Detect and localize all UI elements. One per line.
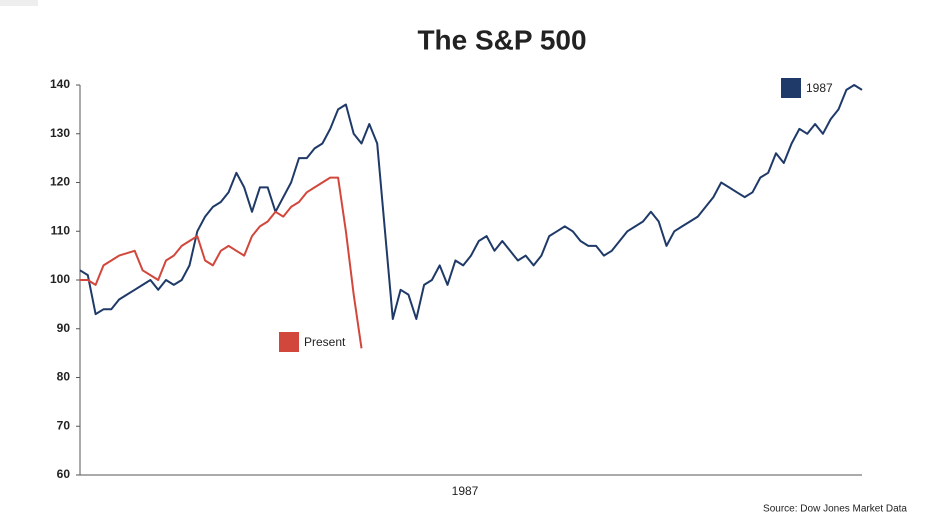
y-tick-label: 70	[57, 418, 71, 432]
corner-decoration	[0, 0, 38, 6]
y-tick-label: 110	[51, 223, 71, 237]
y-tick-label: 140	[50, 77, 70, 91]
y-tick-label: 60	[57, 467, 71, 481]
legend-swatch	[781, 78, 801, 98]
source: Source: Dow Jones Market Data	[763, 504, 907, 515]
legend-swatch	[279, 332, 299, 352]
x-axis-label: 1987	[452, 484, 479, 498]
y-tick-label: 100	[50, 272, 70, 286]
legend-label: Present	[304, 335, 346, 349]
y-tick-label: 120	[50, 175, 70, 189]
line-series	[79, 84, 863, 320]
chart-title: The S&P 500	[417, 24, 586, 55]
y-tick-label: 130	[50, 126, 70, 140]
line-series	[80, 176, 363, 349]
legend-label: 1987	[806, 81, 833, 95]
y-tick-label: 80	[57, 370, 71, 384]
y-tick-label: 90	[57, 321, 71, 335]
